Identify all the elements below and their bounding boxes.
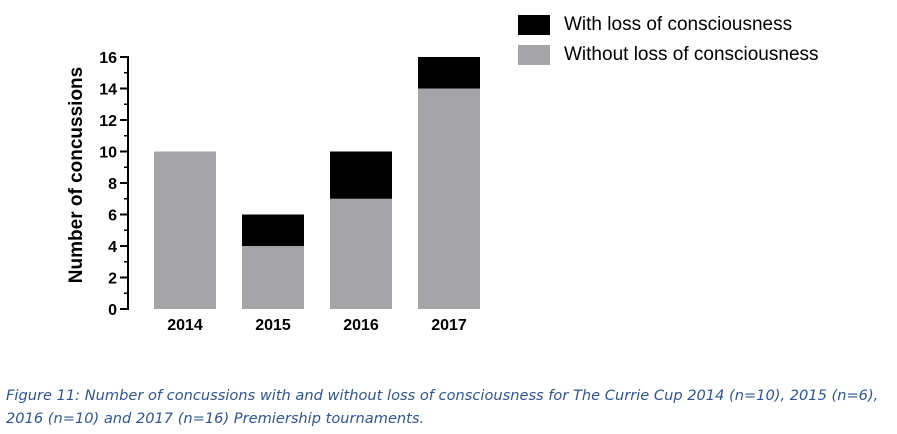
y-tick-label: 6 (108, 208, 117, 225)
stacked-bar-chart: 0 2 4 6 8 10 12 14 16 2014 2015 2016 2017 Number of… (66, 50, 480, 334)
legend-item-with-loc: With loss of consciousness (518, 10, 819, 40)
legend-label-with-loc: With loss of consciousness (564, 14, 793, 35)
x-tick-label: 2016 (343, 317, 379, 334)
x-tick-label: 2014 (167, 317, 203, 334)
bar-2017-without-loc (418, 88, 480, 309)
x-tick-label: 2015 (255, 317, 291, 334)
bar-2014-without-loc (154, 151, 216, 309)
x-tick-label: 2017 (431, 317, 467, 334)
legend-swatch-without-loc (518, 45, 550, 65)
bar-2015-with-loc (242, 214, 304, 246)
y-tick-label: 2 (108, 271, 117, 288)
legend-label-without-loc: Without loss of consciousness (564, 44, 819, 65)
bar-2017-with-loc (418, 57, 480, 89)
y-tick-label: 4 (108, 239, 117, 256)
y-axis: 0 2 4 6 8 10 12 14 16 (99, 50, 129, 319)
bars-layer (154, 57, 480, 309)
y-tick-label: 0 (108, 302, 117, 319)
y-tick-label: 10 (99, 145, 117, 162)
bar-2015-without-loc (242, 246, 304, 309)
y-tick-label: 16 (99, 50, 117, 67)
bar-2016-with-loc (330, 151, 392, 199)
y-tick-label: 8 (108, 176, 117, 193)
x-axis-labels: 2014 2015 2016 2017 (167, 317, 467, 334)
y-tick-label: 14 (99, 82, 117, 99)
legend-item-without-loc: Without loss of consciousness (518, 40, 819, 70)
bar-2016-without-loc (330, 198, 392, 309)
figure-caption: Figure 11: Number of concussions with an… (6, 387, 879, 427)
legend: With loss of consciousness Without loss … (518, 10, 819, 70)
y-axis-title: Number of concussions (66, 67, 87, 283)
legend-swatch-with-loc (518, 15, 550, 35)
y-tick-label: 12 (99, 113, 117, 130)
